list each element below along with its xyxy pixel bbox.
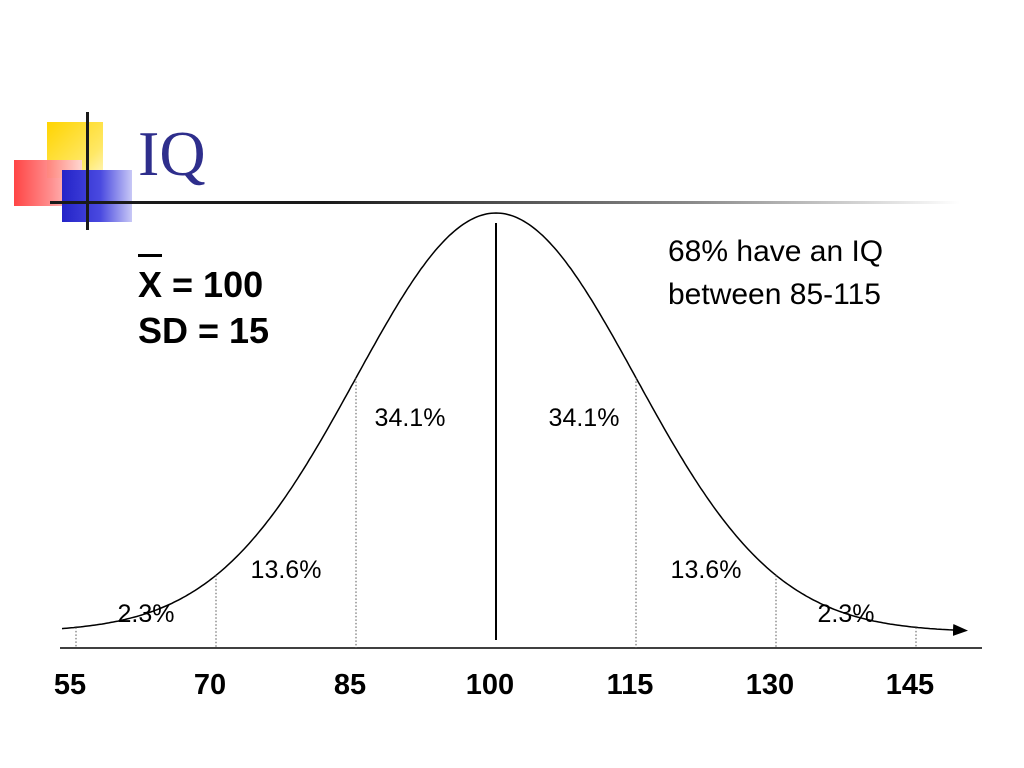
stats-block: X = 100 SD = 15 xyxy=(138,254,270,354)
region-percent-label: 2.3% xyxy=(818,600,875,628)
region-percent-label: 34.1% xyxy=(375,404,446,432)
axis-tick-label: 130 xyxy=(746,669,794,701)
region-percent-label: 13.6% xyxy=(671,556,742,584)
decor-blue-square xyxy=(62,170,132,222)
title-underline xyxy=(50,201,960,204)
bell-curve xyxy=(61,212,968,636)
mean-line: X = 100 xyxy=(138,254,269,308)
axis-tick-label: 70 xyxy=(194,669,226,701)
decor-vertical-line xyxy=(86,112,89,230)
axis-tick-label: 145 xyxy=(886,669,934,701)
note-line-2: between 85-115 xyxy=(668,278,881,311)
slide-title: IQ xyxy=(138,118,206,189)
note-line-1: 68% have an IQ xyxy=(668,235,884,268)
mean-symbol: X xyxy=(138,254,163,308)
axis-tick-label: 55 xyxy=(54,669,86,701)
axis-tick-label: 115 xyxy=(607,669,654,701)
sd-line: SD = 15 xyxy=(138,310,270,351)
axis-tick-label: 100 xyxy=(466,669,514,701)
mean-value: = 100 xyxy=(172,264,264,305)
region-percent-label: 13.6% xyxy=(251,556,322,584)
region-percent-label: 2.3% xyxy=(118,600,175,628)
note-text: 68% have an IQ between 85-115 xyxy=(668,230,883,316)
axis-tick-label: 85 xyxy=(334,669,366,701)
region-percent-label: 34.1% xyxy=(549,404,620,432)
